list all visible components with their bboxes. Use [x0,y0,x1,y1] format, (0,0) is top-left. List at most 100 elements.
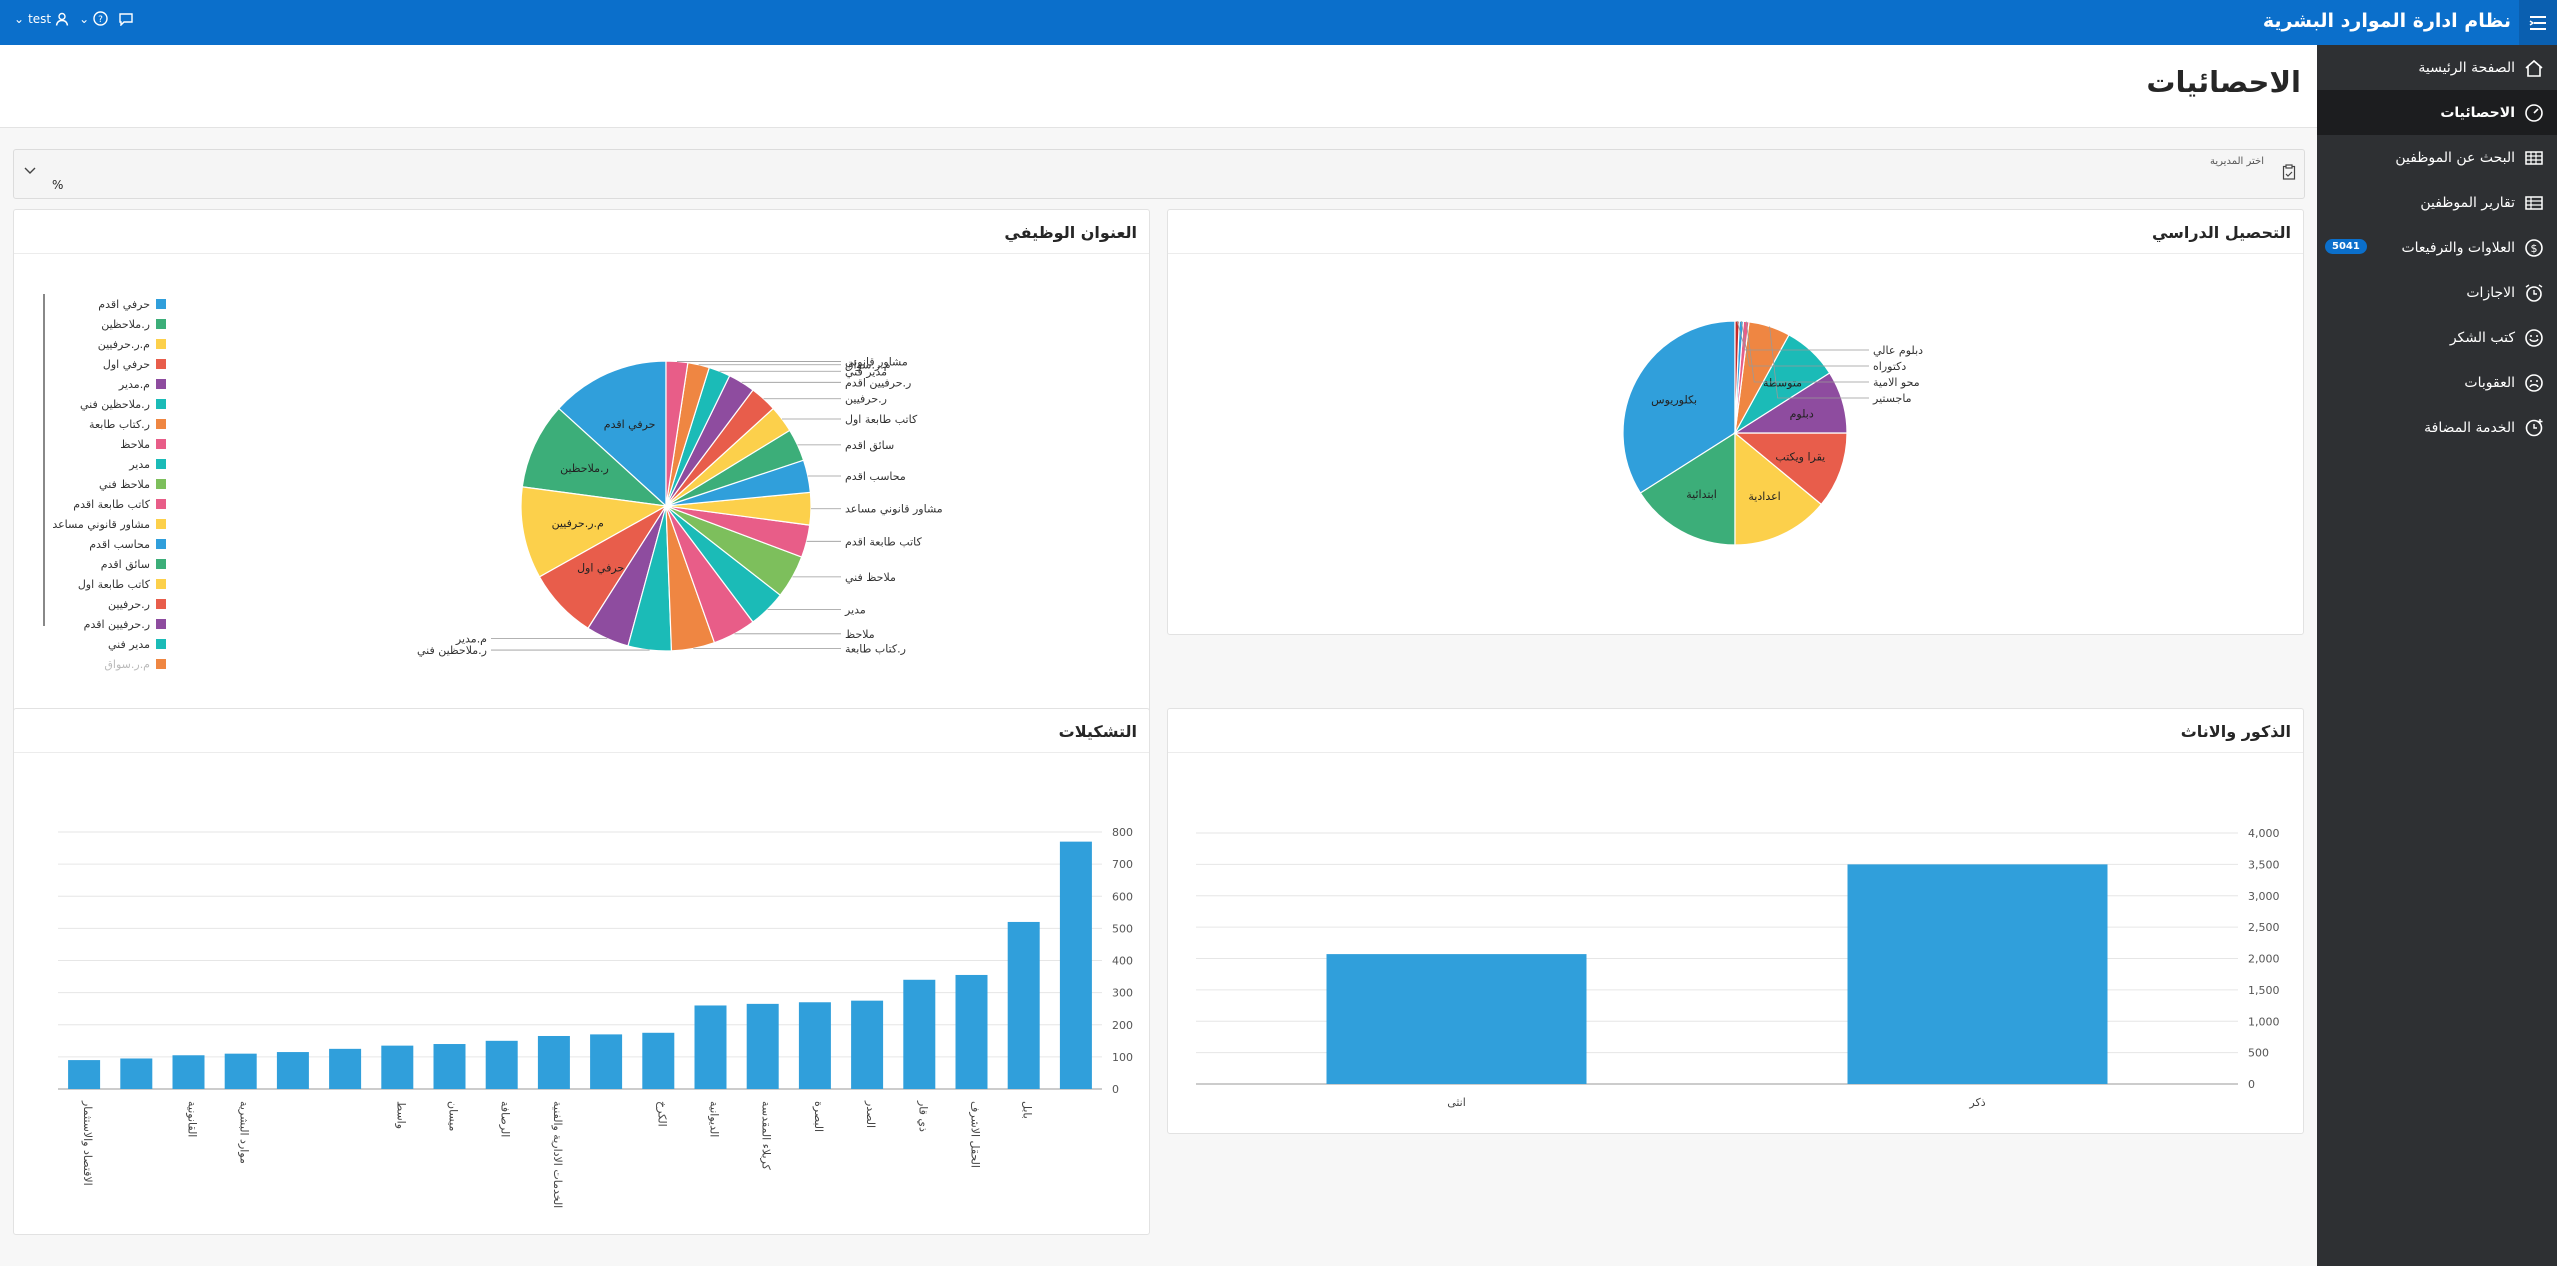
feedback-button[interactable] [118,12,134,26]
user-icon [55,12,69,26]
legend-swatch[interactable] [156,379,166,389]
legend-item[interactable]: ر.ملاحظين فني [80,398,150,411]
legend-swatch[interactable] [156,319,166,329]
legend-swatch[interactable] [156,499,166,509]
legend-swatch[interactable] [156,579,166,589]
bar[interactable] [276,1052,309,1089]
legend-swatch[interactable] [156,539,166,549]
menu-toggle-button[interactable] [2519,0,2557,45]
legend-swatch[interactable] [156,519,166,529]
y-tick-label: 100 [1112,1051,1133,1064]
sidebar-item-8[interactable]: الخدمة المضافة [2317,405,2557,450]
x-tick-label: القانونية [186,1101,199,1137]
legend-swatch[interactable] [156,619,166,629]
legend-item[interactable]: م.ر.حرفيين [98,338,150,351]
sidebar-item-6[interactable]: كتب الشكر [2317,315,2557,360]
y-tick-label: 800 [1112,826,1133,839]
region-header [1168,210,2303,254]
legend-item[interactable]: محاسب اقدم [89,538,150,551]
pie-slice[interactable] [1639,431,1736,546]
legend-swatch[interactable] [156,659,166,669]
sidebar-item-5[interactable]: الاجازات [2317,270,2557,315]
pie-slice[interactable] [1734,320,1740,434]
sidebar-item-0[interactable]: الصفحة الرئيسية [2317,45,2557,90]
search-table-icon [2523,147,2545,169]
sidebar-item-3[interactable]: تقارير الموظفين [2317,180,2557,225]
app-title[interactable]: نظام ادارة الموارد البشرية [2262,10,2511,32]
legend-swatch[interactable] [156,359,166,369]
legend-item[interactable]: ر.حرفيين [108,598,150,611]
legend-item[interactable]: ملاحظ فني [99,478,150,491]
bar[interactable] [903,979,936,1089]
bar[interactable] [1059,841,1092,1089]
pie-slice[interactable] [1733,432,1848,506]
bar[interactable] [433,1044,466,1089]
bar[interactable] [590,1034,623,1089]
gender-bar-chart: 0 500 1,000 1,500 2,000 2,500 3,000 3,500 4,000 ا… [1196,827,2280,1109]
legend-swatch[interactable] [156,399,166,409]
legend-item[interactable]: ملاحظ [120,438,150,451]
bar[interactable] [172,1055,205,1089]
bar[interactable] [120,1058,153,1089]
legend-swatch[interactable] [156,459,166,469]
legend-swatch[interactable] [156,419,166,429]
bar[interactable] [537,1035,570,1089]
legend-item[interactable]: حرفي اقدم [98,298,150,311]
pie-slice[interactable] [520,486,668,578]
pie-slice[interactable] [1734,431,1823,546]
bar[interactable] [851,1000,884,1089]
legend-item[interactable]: ر.كتاب طابعة [89,418,150,431]
sidebar-item-1[interactable]: الاحصائيات [2317,90,2557,135]
directorate-select[interactable]: اختر المديرية % [13,149,2305,199]
legend-item[interactable]: مشاور قانوني مساعد [52,518,150,531]
x-tick-label: الصدر [864,1100,877,1128]
legend-item[interactable]: كاتب طابعة اقدم [73,498,150,511]
bar[interactable] [329,1048,362,1089]
legend-item[interactable]: سائق اقدم [101,558,150,572]
bar[interactable] [485,1040,518,1089]
legend-item[interactable]: ر.حرفيين اقدم [84,618,150,631]
pie-slice-label: م.مدير [455,633,487,646]
pie-slice[interactable] [521,407,668,507]
bar[interactable] [381,1045,414,1089]
legend-swatch[interactable] [156,599,166,609]
legend-item[interactable]: ر.ملاحظين [101,318,150,331]
legend-item[interactable]: كاتب طابعة اول [78,578,151,591]
legend-swatch[interactable] [156,439,166,449]
sidebar-item-4[interactable]: $ العلاوات والترفيعات 5041 [2317,225,2557,270]
help-menu-button[interactable]: ⌄ ? [79,11,108,26]
chevron-down-icon[interactable] [24,164,36,179]
bar[interactable] [1326,954,1587,1084]
legend-swatch[interactable] [156,639,166,649]
legend-swatch[interactable] [156,559,166,569]
legend-item[interactable]: مدير فني [108,638,150,651]
legend-item[interactable]: حرفي اول [103,358,150,371]
legend-swatch[interactable] [156,299,166,309]
pie-leader-line [1745,321,1869,383]
bar[interactable] [1847,864,2108,1084]
bar[interactable] [224,1053,257,1089]
user-menu-button[interactable]: ⌄ test [14,12,69,26]
bar[interactable] [68,1060,101,1089]
bar[interactable] [746,1003,779,1089]
legend-swatch[interactable] [156,479,166,489]
legend-item[interactable]: م.مدير [118,378,150,391]
alarm-icon [2523,282,2545,304]
sidebar-item-7[interactable]: العقوبات [2317,360,2557,405]
legend-item[interactable]: م.ر.سواق [104,658,150,671]
legend-item[interactable]: مدير [128,458,150,471]
bar[interactable] [798,1002,831,1089]
legend-swatch[interactable] [156,339,166,349]
pie-slice[interactable] [557,360,667,508]
svg-text:$: $ [2531,242,2538,255]
bar[interactable] [1007,921,1040,1089]
units-bar-chart: 0 100 200 300 400 500 600 700 800 الاقتصاد والاست… [58,826,1133,1208]
sidebar-item-2[interactable]: البحث عن الموظفين [2317,135,2557,180]
count-badge: 5041 [2325,239,2367,254]
bar[interactable] [955,974,988,1089]
bar[interactable] [642,1032,675,1089]
pie-slice[interactable] [1622,320,1736,494]
bar[interactable] [694,1005,727,1089]
svg-text:?: ? [98,15,103,25]
pie-legend: حرفي اقدم ر.ملاحظين م.ر.حرفيين حرفي اول م.مد… [43,294,166,671]
